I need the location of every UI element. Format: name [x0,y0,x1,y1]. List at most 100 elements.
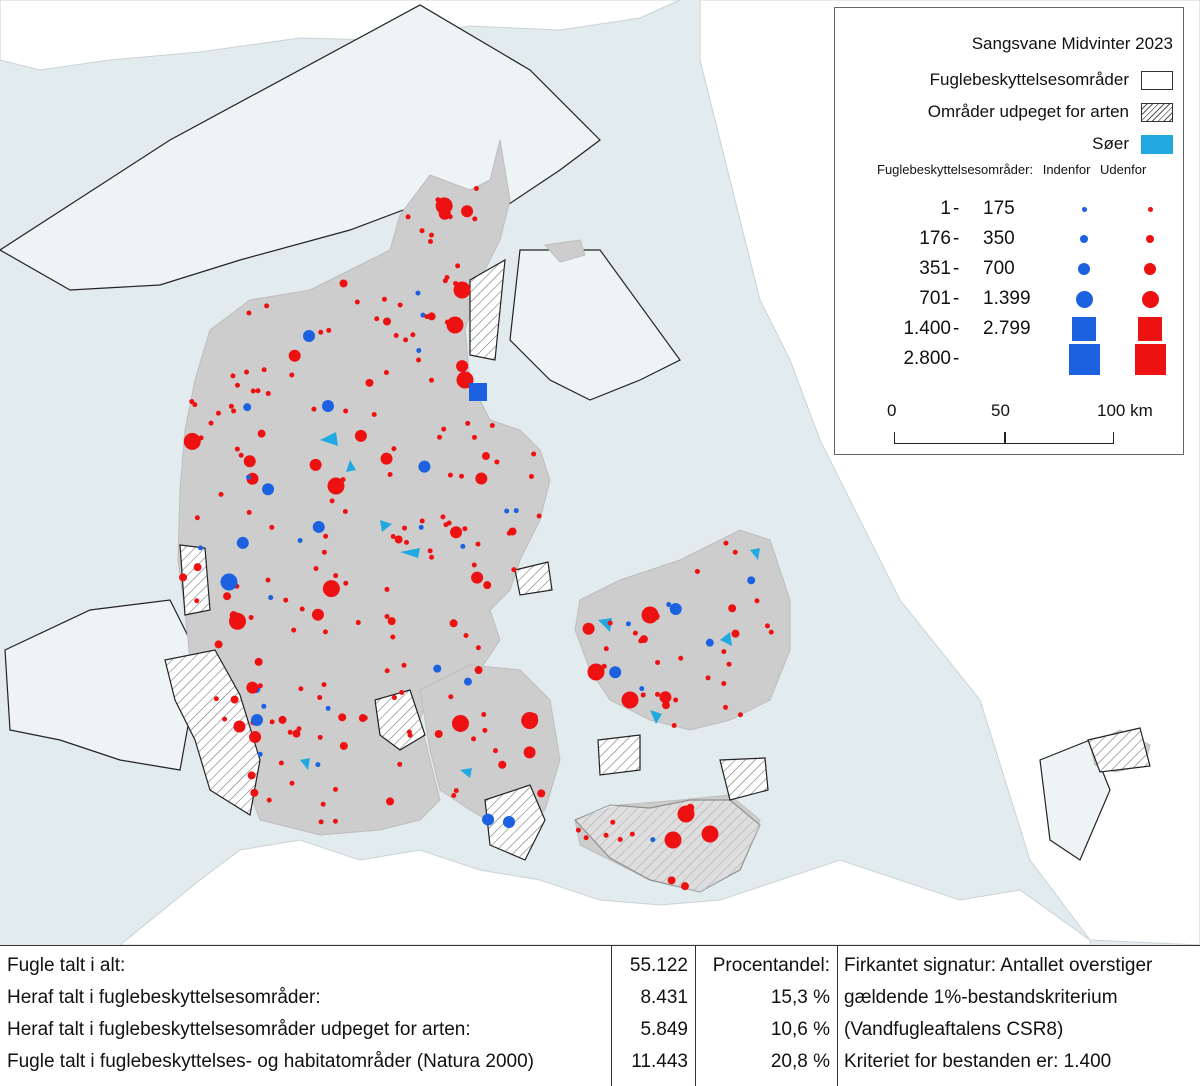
outside-count-marker [296,726,302,732]
outside-count-marker [358,714,367,723]
inside-count-marker [482,813,495,826]
outside-count-marker [465,420,471,426]
outside-count-marker [582,622,595,635]
outside-count-marker [247,771,256,780]
outside-count-marker [394,535,403,544]
legend-class-high: 350 [983,228,1015,249]
inside-count-marker [243,403,252,412]
outside-count-marker [474,666,483,675]
outside-count-marker [438,207,451,220]
legend-class-4: 701- 1.399 [835,284,1185,314]
inside-count-marker [325,705,331,711]
outside-count-marker [213,696,219,702]
outside-count-marker [289,372,295,378]
outside-count-marker [228,403,234,409]
outside-count-marker [329,498,335,504]
outside-count-marker [677,805,695,823]
inside-count-marker [198,545,204,551]
outside-count-marker [482,727,488,733]
outside-count-marker [322,580,340,598]
square-symbol-out-icon [1134,343,1166,375]
outside-count-marker [680,882,689,891]
outside-count-marker [732,549,738,555]
outside-count-marker [638,638,644,644]
legend-class-1: 1- 175 [835,194,1185,224]
inside-count-marker [669,603,682,616]
inside-count-marker [460,543,466,549]
map-legend: Sangsvane Midvinter 2023 Fuglebeskyttels… [834,7,1184,455]
outside-count-marker [333,786,339,792]
outside-count-marker [655,691,661,697]
outside-count-marker [264,303,270,309]
outside-count-marker [726,661,732,667]
outside-count-marker [471,434,477,440]
lakes [300,432,760,778]
inside-count-marker [418,524,424,530]
outside-count-marker [383,370,389,376]
outside-count-marker [453,788,459,794]
stats-row-label: Fugle talt i alt: [7,955,126,976]
outside-count-marker [664,831,682,849]
outside-count-marker [617,836,623,842]
inside-count-marker [268,595,274,601]
outside-count-marker [419,228,425,234]
norway-coast [0,0,681,71]
outside-count-marker [246,681,259,694]
outside-count-marker [218,491,224,497]
outside-count-marker [380,452,393,465]
outside-count-marker [456,360,469,373]
outside-count-marker [621,691,639,709]
outside-count-marker [659,691,672,704]
outside-count-marker [233,720,246,733]
outside-count-marker [390,634,396,640]
outside-count-marker [194,598,200,604]
outside-count-marker [230,373,236,379]
inside-count-marker [315,762,321,768]
stats-labels-column: Fugle talt i alt: Heraf talt i fuglebesk… [0,946,612,1086]
outside-count-marker [339,741,348,750]
stats-row-percent: Procentandel: [712,955,830,976]
inside-count-marker [416,347,422,353]
outside-count-marker [694,568,700,574]
legend-subheading: Fuglebeskyttelsesområder: Indenfor Udenf… [877,162,1146,177]
circle-symbol-in-icon [1080,235,1088,243]
outside-count-marker [607,620,613,626]
outside-count-marker [269,524,275,530]
outside-count-marker [243,455,256,468]
legend-class-dash: - [953,258,960,279]
outside-count-marker [463,633,469,639]
outside-count-marker [629,831,635,837]
outside-count-marker [475,541,481,547]
legend-class-high: 2.799 [983,318,1031,339]
outside-count-marker [429,554,435,560]
lake-swatch-icon [1141,134,1173,154]
inside-count-marker-square [469,383,487,401]
outside-count-marker [326,327,332,333]
outside-count-marker [278,715,287,724]
stats-row-percent: 10,6 % [770,1019,830,1040]
outside-count-marker [269,719,275,725]
outside-count-marker [238,452,244,458]
stats-row-value: 8.431 [640,987,688,1008]
outside-count-marker [437,434,443,440]
outside-count-marker [429,377,435,383]
outside-count-marker [298,686,304,692]
kattegat-zone [509,249,681,401]
inside-count-marker [251,714,263,726]
outside-count-marker [453,281,471,299]
inside-count-marker [322,400,334,412]
outside-count-marker [427,312,436,321]
outside-count-marker [246,509,252,515]
stats-percent-column: Procentandel: 15,3 % 10,6 % 20,8 % [696,946,838,1086]
outside-count-marker [323,533,329,539]
legend-subheading-label: Fuglebeskyttelsesområder: [877,162,1034,177]
outside-count-marker [383,317,392,326]
stats-row-label: Heraf talt i fuglebeskyttelsesområder: [7,987,321,1008]
outside-count-marker [427,548,433,554]
circle-symbol-out-icon [1146,235,1154,243]
outside-count-marker [338,713,347,722]
outside-count-marker [529,713,538,722]
outside-count-marker [461,205,474,218]
legend-item-designated-areas: Områder udpeget for arten [928,102,1173,122]
legend-class-low: 1 [940,198,951,219]
